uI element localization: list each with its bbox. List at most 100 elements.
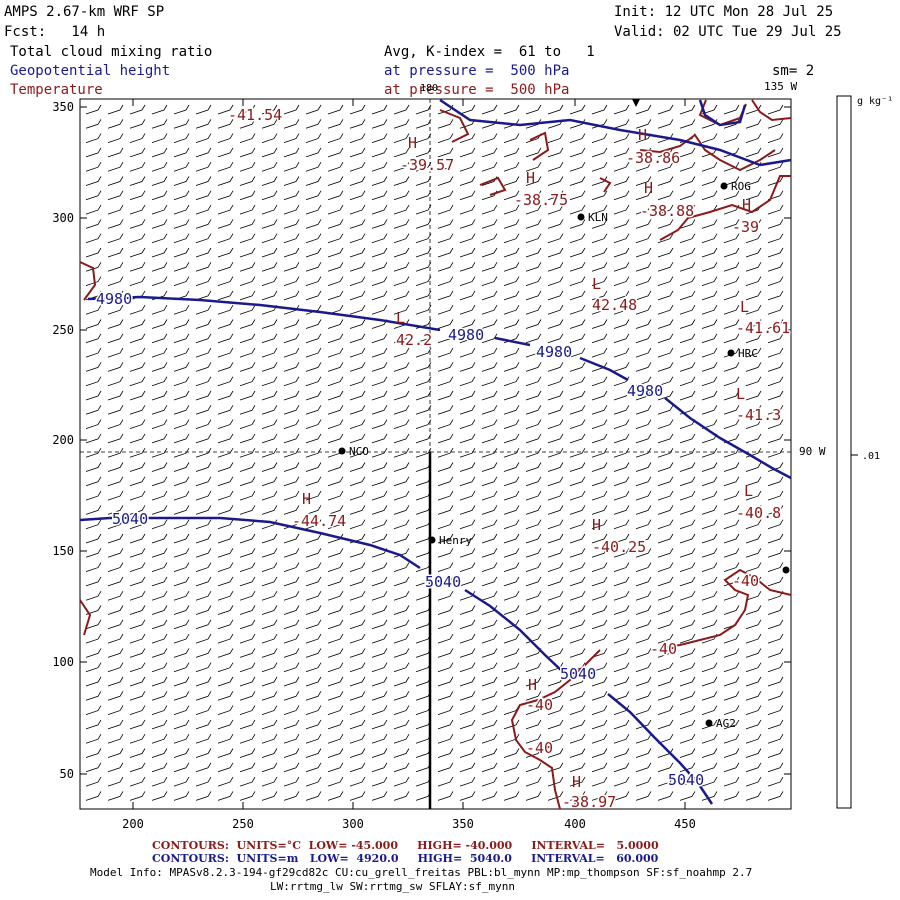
station-dot — [720, 182, 728, 190]
model-title: AMPS 2.67-km WRF SP — [4, 4, 165, 20]
tick-marks — [80, 99, 791, 809]
colorbar-value: .01 — [862, 451, 880, 462]
height-label: 4980 — [448, 326, 484, 344]
height-4980-c — [579, 356, 629, 382]
station-dot — [782, 566, 790, 574]
temp-label: 42.2 — [396, 331, 432, 349]
x-tick-label: 200 — [122, 817, 144, 831]
colorbar — [836, 95, 852, 809]
temp-label: -40 — [526, 739, 553, 757]
x-tick-label: 450 — [674, 817, 696, 831]
low-marker: L — [592, 275, 601, 293]
temp-label: -38.75 — [514, 191, 568, 209]
low-marker: L — [740, 298, 749, 316]
temp-label: -40 — [650, 640, 677, 658]
high-marker: H — [526, 169, 535, 187]
temp-label: 42.48 — [592, 296, 637, 314]
colorbar-units: g kg⁻¹ — [857, 96, 893, 107]
x-tick-label: 400 — [564, 817, 586, 831]
temp-label: -40.25 — [592, 538, 646, 556]
temp-contour-ne — [439, 109, 791, 241]
height-5040-b — [464, 588, 564, 673]
high-marker: H — [644, 179, 653, 197]
temp-label: -38.88 — [640, 202, 694, 220]
temp-label: -41.61 — [736, 319, 790, 337]
y-axis-labels: 350 300 250 200 150 100 50 — [52, 100, 74, 781]
temp-contour-bottomleft — [79, 599, 92, 636]
height-label: 4980 — [627, 382, 663, 400]
field2-name: Geopotential height — [10, 63, 171, 79]
height-5040-c — [607, 693, 714, 805]
height-4980-d — [664, 397, 792, 480]
temperature-contour-info: CONTOURS: UNITS=°C LOW= -45.000 HIGH= -4… — [152, 839, 659, 852]
height-label: 5040 — [425, 573, 461, 591]
station-label: ROG — [731, 180, 751, 193]
station-label: Henry — [439, 534, 472, 547]
y-tick-label: 200 — [52, 433, 74, 447]
high-low-markers: H H H H H H L L L L H H L H — [302, 126, 753, 791]
y-tick-label: 50 — [60, 767, 74, 781]
temp-label: -41.3 — [736, 406, 781, 424]
height-label: 4980 — [536, 343, 572, 361]
x-tick-label: 300 — [342, 817, 364, 831]
station-dot — [727, 349, 735, 357]
temp-label: -38.86 — [626, 149, 680, 167]
y-tick-label: 150 — [52, 544, 74, 558]
field3-name: Temperature — [10, 82, 103, 98]
temperature-labels: -41.54 -39.57 -38.75 -38.86 -38.88 -39 4… — [227, 105, 792, 813]
height-4980-a — [87, 295, 441, 332]
height-labels: 4980 4980 4980 4980 5040 5040 5040 5040 — [95, 289, 706, 791]
forecast-hour: Fcst: 14 h — [4, 24, 106, 40]
y-tick-label: 350 — [52, 100, 74, 114]
field3-detail: at pressure = 500 hPa — [384, 82, 570, 98]
high-marker: H — [572, 773, 581, 791]
meridian-label-90w: 90 W — [799, 445, 826, 458]
meridian-label-135w: 135 W — [764, 80, 797, 93]
wind-barbs — [85, 104, 784, 801]
low-marker: L — [736, 385, 745, 403]
low-marker: L — [396, 309, 405, 327]
init-time: Init: 12 UTC Mon 28 Jul 25 — [614, 4, 834, 20]
y-tick-label: 100 — [52, 655, 74, 669]
high-marker: H — [638, 126, 647, 144]
high-marker: H — [528, 676, 537, 694]
high-marker: H — [408, 134, 417, 152]
temp-contour-left — [79, 261, 97, 301]
valid-time: Valid: 02 UTC Tue 29 Jul 25 — [614, 24, 842, 40]
meridian-label-180: 180 — [420, 83, 438, 94]
temp-contour-east — [659, 568, 792, 649]
map-frame — [79, 98, 792, 810]
temp-label: -40.8 — [736, 504, 781, 522]
temp-contour-south — [510, 649, 601, 810]
height-contour-info: CONTOURS: UNITS=m LOW= 4920.0 HIGH= 5040… — [152, 852, 659, 865]
x-tick-label: 350 — [452, 817, 474, 831]
temp-label: -39 — [732, 218, 759, 236]
model-info-line-1: Model Info: MPASv8.2.3-194-gf29cd82c CU:… — [90, 866, 753, 879]
wind-barb-field — [85, 104, 784, 801]
x-tick-label: 250 — [232, 817, 254, 831]
low-marker: L — [744, 482, 753, 500]
model-info-line-2: LW:rrtmg_lw SW:rrtmg_sw SFLAY:sf_mynn — [270, 880, 516, 893]
height-label: 5040 — [668, 771, 704, 789]
height-top — [439, 98, 792, 167]
x-axis-labels: 200 250 300 350 400 450 — [122, 817, 696, 831]
height-top-ridge — [698, 99, 747, 127]
height-label: 4980 — [96, 290, 132, 308]
high-marker: H — [742, 196, 751, 214]
height-label: 5040 — [112, 510, 148, 528]
stations: KLN ROG HRC NCO Henry AG2 — [338, 99, 790, 730]
station-label: HRC — [738, 347, 758, 360]
field2-detail: at pressure = 500 hPa — [384, 63, 570, 79]
height-5040-a — [79, 516, 421, 570]
temp-label: -40 — [732, 572, 759, 590]
high-marker: H — [592, 516, 601, 534]
height-4980-b — [494, 336, 531, 347]
y-tick-label: 250 — [52, 323, 74, 337]
station-dot — [577, 213, 585, 221]
station-label: KLN — [588, 211, 608, 224]
height-contours — [79, 98, 792, 805]
temp-label: -44.74 — [292, 512, 346, 530]
station-dot — [428, 536, 436, 544]
south-pole-marker — [632, 99, 640, 107]
